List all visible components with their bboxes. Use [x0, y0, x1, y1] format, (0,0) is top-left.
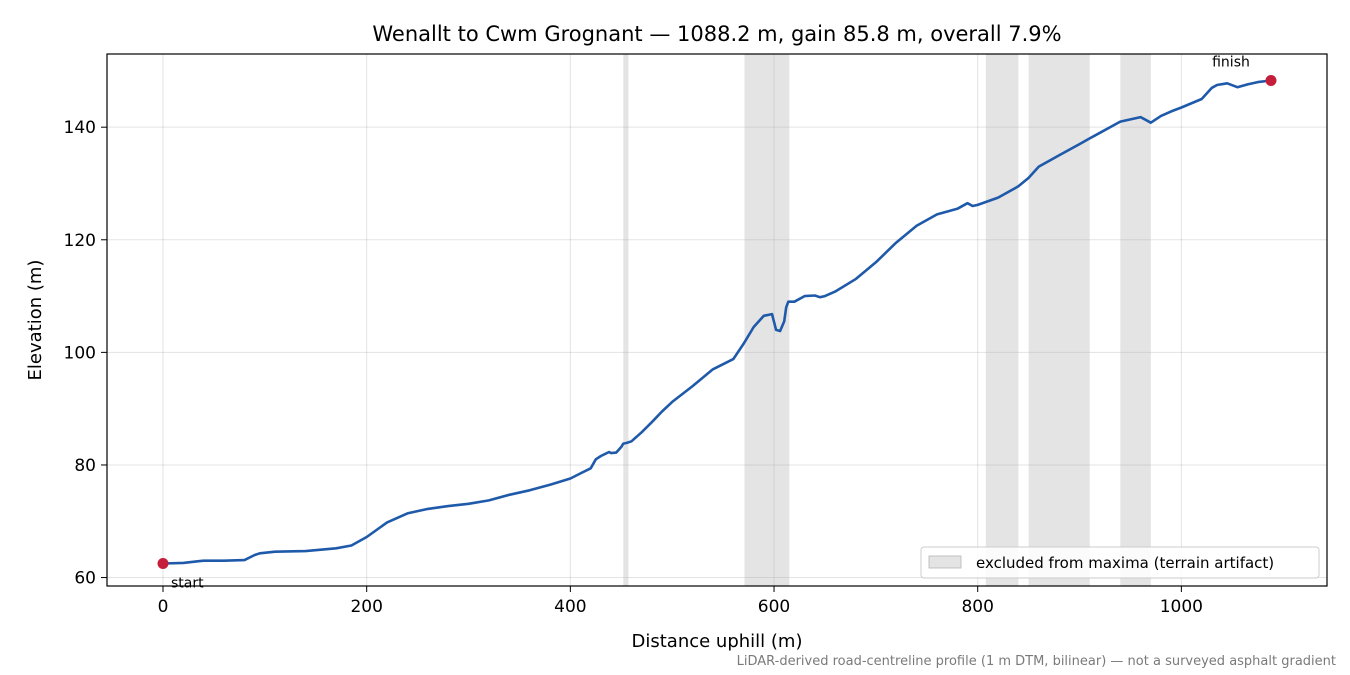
grid-lines — [107, 54, 1327, 586]
series-layer — [161, 79, 1273, 565]
legend-label: excluded from maxima (terrain artifact) — [976, 554, 1274, 572]
elevation-line — [161, 79, 1273, 565]
chart-title: Wenallt to Cwm Grognant — 1088.2 m, gain… — [372, 22, 1061, 46]
legend: excluded from maxima (terrain artifact) — [920, 546, 1320, 579]
y-tick-label: 60 — [74, 569, 96, 589]
excluded-band — [985, 54, 1019, 586]
x-tick-label: 200 — [350, 597, 382, 617]
y-axis-ticks: 60 80 100 120 140 — [64, 118, 107, 589]
x-axis-ticks: 0 200 400 600 800 1000 — [158, 586, 1203, 617]
markers-layer: start finish — [157, 54, 1277, 591]
legend-box — [920, 546, 1320, 579]
x-tick-label: 600 — [758, 597, 790, 617]
footnote: LiDAR-derived road-centreline profile (1… — [737, 654, 1336, 669]
legend-swatch — [928, 555, 962, 569]
x-tick-label: 800 — [961, 597, 993, 617]
start-marker — [157, 557, 169, 569]
start-label: start — [171, 575, 204, 591]
x-axis-label: Distance uphill (m) — [632, 631, 803, 652]
finish-marker — [1265, 74, 1277, 86]
y-axis-label: Elevation (m) — [25, 260, 46, 381]
x-tick-label: 400 — [554, 597, 586, 617]
excluded-band — [744, 54, 790, 586]
finish-label: finish — [1212, 54, 1250, 70]
excluded-band — [623, 54, 629, 586]
y-tick-label: 80 — [74, 456, 96, 476]
x-tick-label: 0 — [158, 597, 169, 617]
y-tick-label: 140 — [64, 118, 96, 138]
plot-frame — [106, 53, 1328, 587]
y-tick-label: 100 — [64, 343, 96, 363]
excluded-band — [1028, 54, 1090, 586]
y-tick-label: 120 — [64, 231, 96, 251]
excluded-band — [1120, 54, 1151, 586]
x-tick-label: 1000 — [1160, 597, 1203, 617]
excluded-bands — [623, 54, 1151, 586]
